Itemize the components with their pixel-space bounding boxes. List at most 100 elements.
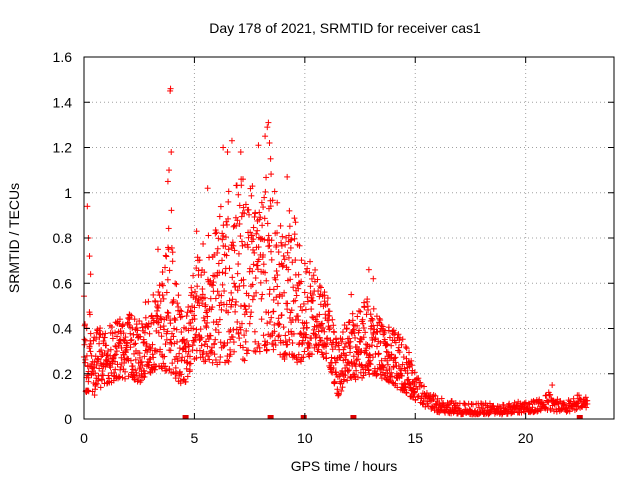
data-point <box>112 329 119 336</box>
data-point <box>198 272 205 279</box>
data-point <box>272 337 279 344</box>
data-point <box>146 330 153 337</box>
data-point <box>97 384 104 391</box>
data-point <box>395 347 402 354</box>
data-point <box>545 399 552 406</box>
data-point <box>530 397 537 404</box>
data-point <box>346 367 353 374</box>
data-point <box>122 375 129 382</box>
data-point <box>301 348 308 355</box>
data-point <box>137 359 144 366</box>
data-point <box>324 295 331 302</box>
data-point <box>131 341 138 348</box>
data-point <box>81 321 88 328</box>
data-point <box>265 243 272 250</box>
data-point <box>265 119 272 126</box>
data-point <box>260 204 267 211</box>
data-point <box>285 254 292 261</box>
data-point <box>193 354 200 361</box>
data-point <box>285 232 292 239</box>
data-point <box>241 302 248 309</box>
data-point <box>229 334 236 341</box>
data-point <box>450 409 457 416</box>
data-point <box>343 325 350 332</box>
data-point <box>185 348 192 355</box>
data-point <box>168 244 175 251</box>
data-point <box>480 405 487 412</box>
data-point <box>226 265 233 272</box>
data-point <box>103 342 110 349</box>
data-point <box>399 361 406 368</box>
data-point <box>547 391 554 398</box>
data-point <box>406 384 413 391</box>
gap-marker <box>267 415 274 419</box>
data-point <box>148 320 155 327</box>
data-point <box>346 319 353 326</box>
data-point <box>200 314 207 321</box>
data-point <box>384 341 391 348</box>
data-point <box>274 300 281 307</box>
data-point <box>163 289 170 296</box>
data-point <box>205 232 212 239</box>
data-point <box>273 268 280 275</box>
data-point <box>298 358 305 365</box>
data-point <box>218 306 225 313</box>
data-point <box>172 280 179 287</box>
gap-marker <box>576 415 583 419</box>
data-point <box>214 245 221 252</box>
data-point <box>292 219 299 226</box>
data-point <box>421 383 428 390</box>
data-point <box>234 318 241 325</box>
data-point <box>102 330 109 337</box>
data-point <box>257 214 264 221</box>
data-point <box>367 357 374 364</box>
data-point <box>287 276 294 283</box>
data-point <box>238 320 245 327</box>
data-point <box>92 370 99 377</box>
data-point <box>225 198 232 205</box>
data-point <box>322 343 329 350</box>
data-point <box>183 313 190 320</box>
data-point <box>486 400 493 407</box>
data-point <box>383 341 390 348</box>
data-point <box>96 365 103 372</box>
data-point <box>216 213 223 220</box>
data-point <box>222 243 229 250</box>
data-point <box>109 335 116 342</box>
data-point <box>423 389 430 396</box>
data-point <box>261 215 268 222</box>
data-point <box>389 373 396 380</box>
data-point <box>391 355 398 362</box>
data-point <box>377 317 384 324</box>
data-point <box>264 320 271 327</box>
data-point <box>367 361 374 368</box>
data-point <box>294 359 301 366</box>
data-point <box>197 326 204 333</box>
data-point <box>104 351 111 358</box>
data-point <box>167 339 174 346</box>
data-point <box>354 374 361 381</box>
data-point <box>338 387 345 394</box>
data-point <box>308 275 315 282</box>
data-point <box>366 371 373 378</box>
data-point <box>232 308 239 315</box>
data-point <box>182 378 189 385</box>
data-point <box>284 306 291 313</box>
data-point <box>339 329 346 336</box>
data-point <box>280 252 287 259</box>
data-point <box>281 256 288 263</box>
data-point <box>250 246 257 253</box>
data-point <box>292 257 299 264</box>
data-point <box>286 223 293 230</box>
data-point <box>234 287 241 294</box>
data-point <box>383 367 390 374</box>
data-point <box>183 365 190 372</box>
data-point <box>402 343 409 350</box>
data-point <box>248 309 255 316</box>
data-point <box>279 263 286 270</box>
data-point <box>276 321 283 328</box>
data-point <box>122 368 129 375</box>
data-point <box>275 333 282 340</box>
data-point <box>207 277 214 284</box>
data-point <box>235 261 242 268</box>
